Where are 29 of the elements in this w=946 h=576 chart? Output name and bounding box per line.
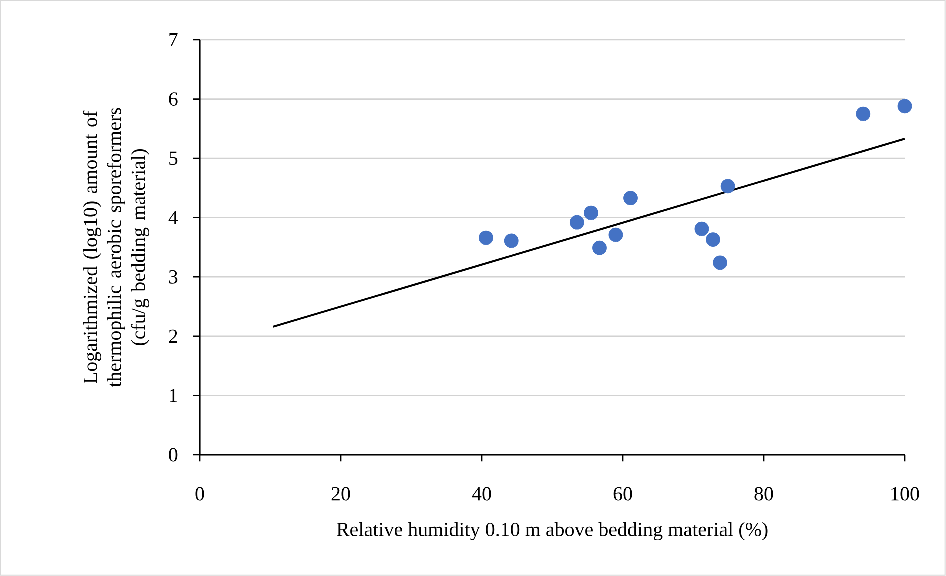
x-tick-label: 80 (754, 487, 774, 501)
y-tick-label: 0 (169, 448, 178, 462)
y-tick-label: 6 (169, 92, 178, 106)
x-tick-label: 40 (472, 487, 492, 501)
y-tick-label: 7 (170, 33, 178, 47)
point (856, 106, 871, 122)
y-tick-label: 3 (169, 270, 178, 284)
point (608, 228, 624, 242)
point (504, 234, 519, 248)
point (570, 215, 584, 230)
point (584, 206, 598, 220)
y-axis-title: Logarithmized (log10) amount of thermophilic aerobic sporeformers (cfu/g bedding material) (83, 108, 150, 388)
y-tick-label: 5 (170, 152, 178, 166)
point (720, 179, 736, 194)
point (713, 256, 728, 270)
point (479, 230, 494, 246)
x-tick-label: 20 (332, 487, 350, 501)
point (624, 191, 638, 206)
point (706, 232, 720, 247)
y-tick-label: 4 (168, 211, 178, 224)
y-tick-label: 1 (170, 389, 178, 402)
point (694, 222, 710, 236)
x-tick-label: 100 (892, 487, 920, 501)
point (592, 240, 607, 256)
y-tick-label: 2 (169, 330, 178, 344)
x-axis-title: Relative humidity 0.10 m above bedding material (%) (337, 522, 768, 541)
x-tick-label: 60 (614, 487, 632, 501)
point (898, 99, 912, 114)
x-tick-label: 0 (196, 487, 204, 501)
